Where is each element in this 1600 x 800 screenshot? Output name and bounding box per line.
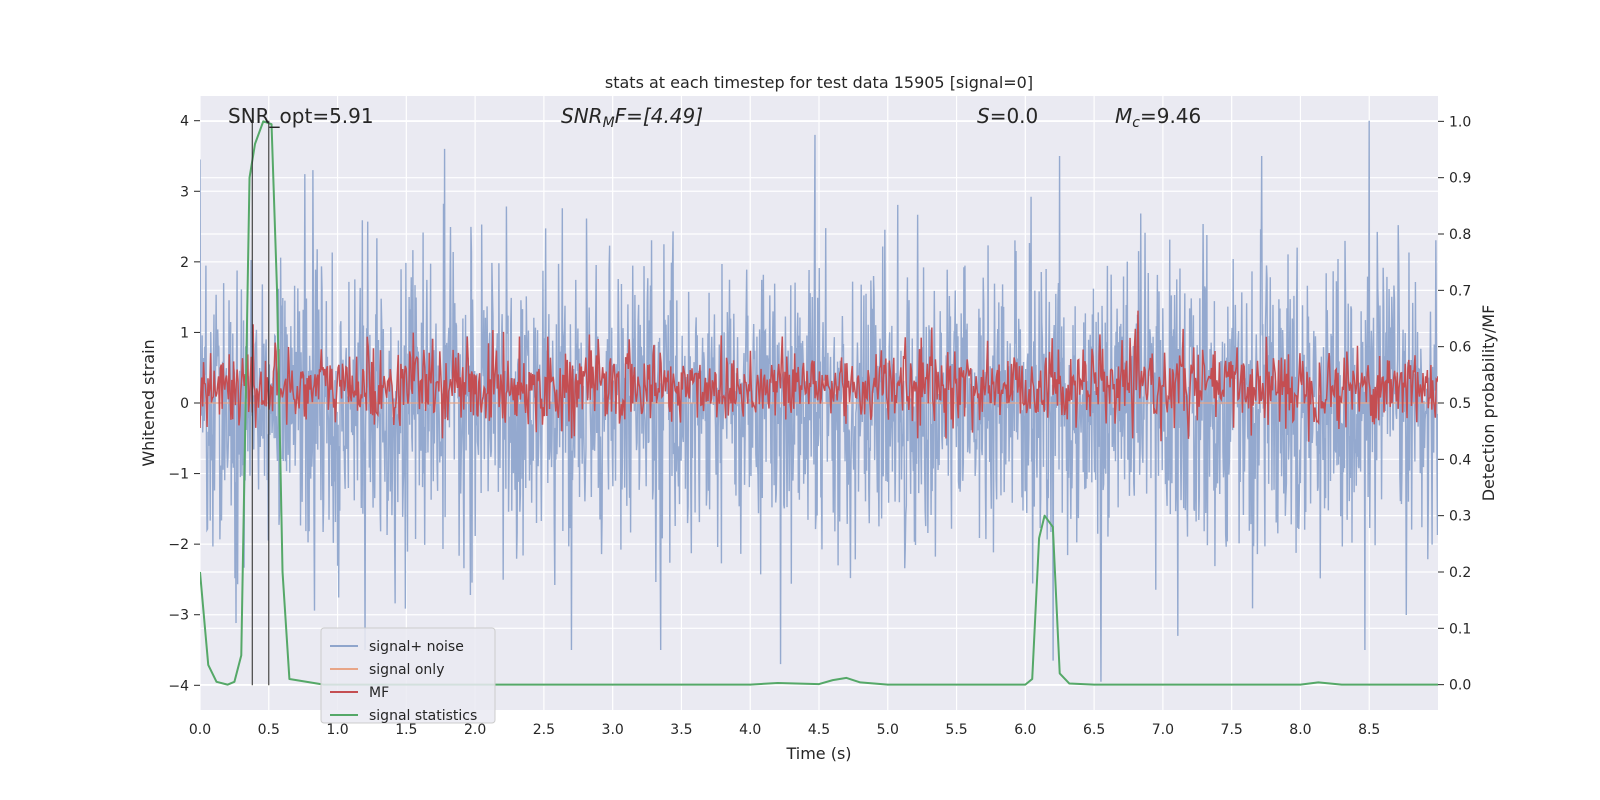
y-tick-label: −2: [168, 537, 189, 553]
chart-title: stats at each timestep for test data 159…: [605, 73, 1033, 92]
x-tick-label: 5.0: [877, 722, 899, 738]
mc-sub: c: [1132, 115, 1140, 131]
mc-main: M: [1115, 104, 1132, 128]
y-tick-label: 2: [180, 255, 189, 271]
mc-rest: =9.46: [1140, 104, 1201, 128]
y2-tick-label: 0.6: [1449, 340, 1471, 356]
y2-tick-label: 0.4: [1449, 452, 1471, 468]
s-main: S: [977, 104, 990, 128]
y-tick-label: −3: [168, 608, 189, 624]
legend-entry-label: MF: [369, 685, 389, 701]
annotation-snr-mf: SNRMF=[4.49]: [561, 104, 703, 131]
x-tick-label: 3.5: [670, 722, 692, 738]
legend-box: [320, 627, 496, 724]
x-tick-label: 0.0: [189, 722, 211, 738]
x-tick-label: 1.5: [395, 722, 417, 738]
s-rest: =0.0: [990, 104, 1039, 128]
legend: signal+ noise signal only MF signal statist…: [320, 627, 496, 724]
x-tick-label: 7.0: [1152, 722, 1174, 738]
legend-entry-label: signal+ noise: [369, 639, 464, 655]
y2-tick-label: 1.0: [1449, 114, 1471, 130]
y2-tick-label: 0.5: [1449, 396, 1471, 412]
legend-entry-label: signal statistics: [369, 708, 477, 724]
x-tick-label: 4.0: [739, 722, 761, 738]
y2-tick-label: 0.9: [1449, 171, 1471, 187]
legend-entry-label: signal only: [369, 662, 444, 678]
series-signal-statistics: [200, 120, 1438, 686]
y-tick-label: 0: [180, 396, 189, 412]
vertical-lines: [251, 120, 270, 686]
x-tick-label: 2.5: [533, 722, 555, 738]
y2-tick-label: 0.2: [1449, 565, 1471, 581]
annotation-mc: Mc=9.46: [1115, 104, 1201, 131]
snr-mf-main: SNR: [561, 104, 603, 128]
x-tick-label: 7.5: [1221, 722, 1243, 738]
y2-axis-label: Detection probability/MF: [1479, 305, 1498, 502]
y2-tick-label: 0.7: [1449, 283, 1471, 299]
x-axis-ticks: 0.0 0.5 1.0 1.5 2.0 2.5 3.0 3.5 4.0 4.5 5.0 5.5 6.0 6…: [189, 722, 1380, 738]
y2-tick-label: 0.0: [1449, 678, 1471, 694]
y-tick-label: 1: [180, 325, 189, 341]
x-tick-label: 3.0: [602, 722, 624, 738]
y-tick-label: 3: [180, 184, 189, 200]
y2-axis-ticks: 0.0 0.1 0.2 0.3 0.4 0.5 0.6 0.7 0.8 0.9 1.0: [1438, 114, 1471, 694]
annotation-s: S=0.0: [977, 104, 1038, 128]
y2-tick-label: 0.1: [1449, 621, 1471, 637]
series-signal-noise: [200, 120, 1438, 682]
y2-tick-label: 0.8: [1449, 227, 1471, 243]
x-tick-label: 5.5: [945, 722, 967, 738]
series-mf: [200, 310, 1438, 442]
y2-tick-label: 0.3: [1449, 509, 1471, 525]
snr-mf-sub: M: [603, 115, 615, 131]
y-tick-label: −1: [168, 467, 189, 483]
x-tick-label: 6.5: [1083, 722, 1105, 738]
x-tick-label: 2.0: [464, 722, 486, 738]
annotation-snr-opt: SNR_opt=5.91: [228, 104, 374, 128]
x-tick-label: 1.0: [326, 722, 348, 738]
x-tick-label: 0.5: [258, 722, 280, 738]
snr-mf-rest: F=[4.49]: [615, 104, 703, 128]
y-tick-label: −4: [168, 678, 189, 694]
x-tick-label: 6.0: [1014, 722, 1036, 738]
x-tick-label: 4.5: [808, 722, 830, 738]
x-tick-label: 8.0: [1289, 722, 1311, 738]
x-axis-label: Time (s): [785, 744, 851, 763]
x-tick-label: 8.5: [1358, 722, 1380, 738]
y-axis-label: Whitened strain: [139, 339, 158, 466]
y-axis-ticks: −4 −3 −2 −1 0 1 2 3 4: [168, 114, 200, 694]
y-tick-label: 4: [180, 114, 189, 130]
series-layer: [200, 120, 1438, 686]
